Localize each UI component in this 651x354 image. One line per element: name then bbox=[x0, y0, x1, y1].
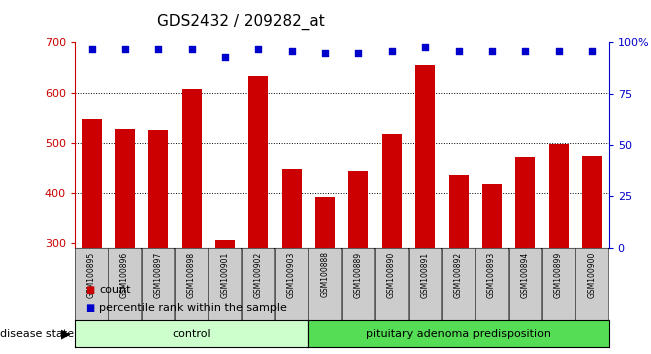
Point bbox=[220, 54, 230, 60]
Point bbox=[587, 48, 597, 53]
Text: GSM100894: GSM100894 bbox=[520, 251, 529, 298]
Point bbox=[353, 50, 364, 56]
Point bbox=[153, 46, 163, 51]
Text: ▶: ▶ bbox=[61, 327, 71, 340]
Point bbox=[520, 48, 531, 53]
Text: GSM100899: GSM100899 bbox=[554, 251, 563, 298]
Text: GSM100893: GSM100893 bbox=[487, 251, 496, 298]
Bar bbox=[115, 129, 135, 248]
Text: control: control bbox=[173, 329, 211, 339]
Bar bbox=[482, 184, 502, 248]
Bar bbox=[81, 119, 102, 248]
Text: GSM100896: GSM100896 bbox=[120, 251, 129, 298]
Text: GSM100888: GSM100888 bbox=[320, 251, 329, 297]
Text: count: count bbox=[99, 285, 130, 295]
Bar bbox=[182, 88, 202, 248]
Bar bbox=[449, 175, 469, 248]
Point bbox=[320, 50, 330, 56]
Bar bbox=[415, 65, 435, 248]
Bar bbox=[549, 144, 569, 248]
Bar bbox=[315, 197, 335, 248]
Text: GSM100892: GSM100892 bbox=[454, 251, 463, 298]
Point bbox=[420, 44, 430, 50]
Point bbox=[253, 46, 264, 51]
Text: GSM100901: GSM100901 bbox=[220, 251, 229, 298]
Point bbox=[87, 46, 97, 51]
Text: GSM100891: GSM100891 bbox=[421, 251, 430, 298]
Point bbox=[186, 46, 197, 51]
Text: GSM100898: GSM100898 bbox=[187, 251, 196, 298]
Point bbox=[387, 48, 397, 53]
Text: disease state: disease state bbox=[0, 329, 74, 339]
Point bbox=[120, 46, 130, 51]
Text: percentile rank within the sample: percentile rank within the sample bbox=[99, 303, 287, 313]
Text: GSM100900: GSM100900 bbox=[587, 251, 596, 298]
Point bbox=[453, 48, 464, 53]
Bar bbox=[282, 169, 301, 248]
Bar bbox=[249, 76, 268, 248]
Text: GDS2432 / 209282_at: GDS2432 / 209282_at bbox=[157, 14, 325, 30]
Text: GSM100895: GSM100895 bbox=[87, 251, 96, 298]
Text: GSM100897: GSM100897 bbox=[154, 251, 163, 298]
Text: GSM100890: GSM100890 bbox=[387, 251, 396, 298]
Bar bbox=[381, 133, 402, 248]
Text: pituitary adenoma predisposition: pituitary adenoma predisposition bbox=[366, 329, 551, 339]
Text: GSM100902: GSM100902 bbox=[253, 251, 262, 298]
Text: GSM100889: GSM100889 bbox=[353, 251, 363, 298]
Bar bbox=[348, 171, 368, 248]
Point bbox=[487, 48, 497, 53]
Text: ■: ■ bbox=[85, 303, 94, 313]
Text: GSM100903: GSM100903 bbox=[287, 251, 296, 298]
Bar bbox=[516, 157, 535, 248]
Bar bbox=[215, 240, 235, 248]
Text: ■: ■ bbox=[85, 285, 94, 295]
Point bbox=[553, 48, 564, 53]
Bar bbox=[148, 130, 168, 248]
Point bbox=[286, 48, 297, 53]
Bar bbox=[582, 156, 602, 248]
